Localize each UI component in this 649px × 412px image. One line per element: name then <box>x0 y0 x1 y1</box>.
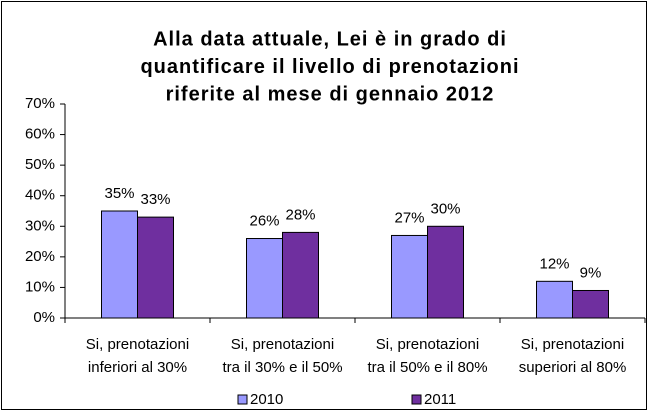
bar <box>137 216 174 319</box>
bar <box>427 225 464 319</box>
bar <box>536 280 573 319</box>
legend-label: 2010 <box>250 391 283 408</box>
chart-title: riferite al mese di gennaio 2012 <box>166 83 495 105</box>
x-tick-label: tra il 30% e il 50% <box>222 359 342 376</box>
x-tick-label: tra il 50% e il 80% <box>367 359 487 376</box>
value-label: 9% <box>580 264 602 281</box>
value-label: 26% <box>249 212 279 229</box>
chart-title: Alla data attuale, Lei è in grado di <box>153 28 507 50</box>
bar <box>101 210 138 319</box>
x-tick-label: superiori al 80% <box>519 359 627 376</box>
value-label: 33% <box>140 191 170 208</box>
y-tick-label: 10% <box>25 278 55 295</box>
value-label: 28% <box>285 206 315 223</box>
bar <box>246 238 283 319</box>
value-label: 12% <box>539 255 569 272</box>
bar <box>572 289 609 319</box>
value-label: 27% <box>394 209 424 226</box>
legend-swatch <box>411 394 422 405</box>
chart-title: quantificare il livello di prenotazioni <box>140 56 519 78</box>
y-tick-label: 0% <box>33 309 55 326</box>
x-tick-label: inferiori al 30% <box>88 359 187 376</box>
x-tick-label: Si, prenotazioni <box>376 336 479 353</box>
legend-label: 2011 <box>424 391 456 408</box>
x-tick-label: Si, prenotazioni <box>521 336 624 353</box>
y-tick-label: 60% <box>25 126 55 143</box>
legend-swatch <box>237 394 248 405</box>
y-tick-label: 70% <box>25 95 55 112</box>
x-tick-label: Si, prenotazioni <box>86 336 189 353</box>
x-tick-label: Si, prenotazioni <box>231 336 334 353</box>
value-label: 35% <box>104 185 134 202</box>
bar <box>391 234 428 319</box>
y-tick-label: 50% <box>25 156 55 173</box>
value-label: 30% <box>430 200 460 217</box>
bar <box>282 231 319 319</box>
y-tick-label: 30% <box>25 217 55 234</box>
y-tick-label: 20% <box>25 248 55 265</box>
y-tick-label: 40% <box>25 187 55 204</box>
